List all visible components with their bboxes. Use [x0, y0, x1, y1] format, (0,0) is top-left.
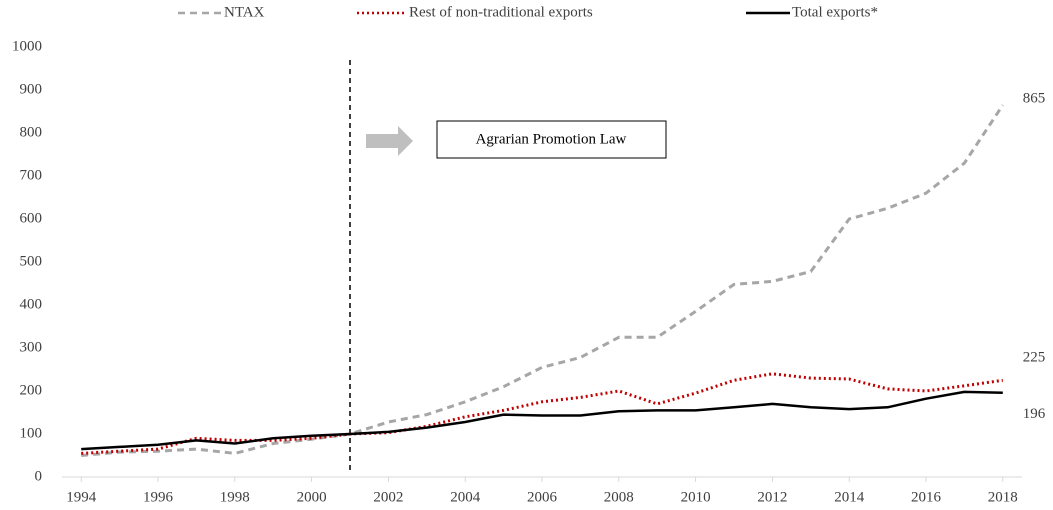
- x-tick-label: 2010: [681, 489, 711, 505]
- legend-label: Total exports*: [792, 4, 878, 20]
- x-tick-label: 2002: [373, 489, 403, 505]
- x-tick-label: 1996: [143, 489, 174, 505]
- x-tick-label: 2000: [297, 489, 327, 505]
- y-tick-label: 800: [20, 124, 43, 140]
- end-label: 225: [1023, 350, 1046, 366]
- y-tick-label: 200: [20, 382, 43, 398]
- y-tick-label: 500: [20, 253, 43, 269]
- x-tick-label: 2012: [757, 489, 787, 505]
- series-line: [81, 390, 1003, 451]
- x-tick-label: 2006: [527, 489, 558, 505]
- series-line: [81, 104, 1005, 457]
- x-tick-label: 1994: [66, 489, 97, 505]
- y-tick-label: 700: [20, 167, 43, 183]
- legend-label: Rest of non-traditional exports: [409, 4, 593, 20]
- y-tick-label: 600: [20, 210, 43, 226]
- annotation-text: Agrarian Promotion Law: [476, 131, 627, 147]
- end-label: 865: [1023, 90, 1046, 106]
- x-tick-label: 2008: [604, 489, 634, 505]
- legend-label: NTAX: [224, 4, 265, 20]
- series-line: [81, 372, 1004, 455]
- end-label: 196: [1023, 406, 1046, 422]
- arrow-icon: [366, 126, 413, 156]
- x-tick-label: 2004: [450, 489, 481, 505]
- y-tick-label: 900: [20, 81, 43, 97]
- x-tick-label: 1998: [220, 489, 250, 505]
- y-tick-label: 1000: [12, 38, 42, 54]
- y-tick-label: 400: [20, 296, 43, 312]
- annotation-box: [436, 120, 667, 159]
- y-tick-label: 300: [20, 339, 43, 355]
- y-tick-label: 0: [35, 468, 43, 484]
- x-tick-label: 2018: [988, 489, 1018, 505]
- x-tick-label: 2016: [911, 489, 942, 505]
- y-tick-label: 100: [20, 425, 43, 441]
- x-tick-label: 2014: [834, 489, 865, 505]
